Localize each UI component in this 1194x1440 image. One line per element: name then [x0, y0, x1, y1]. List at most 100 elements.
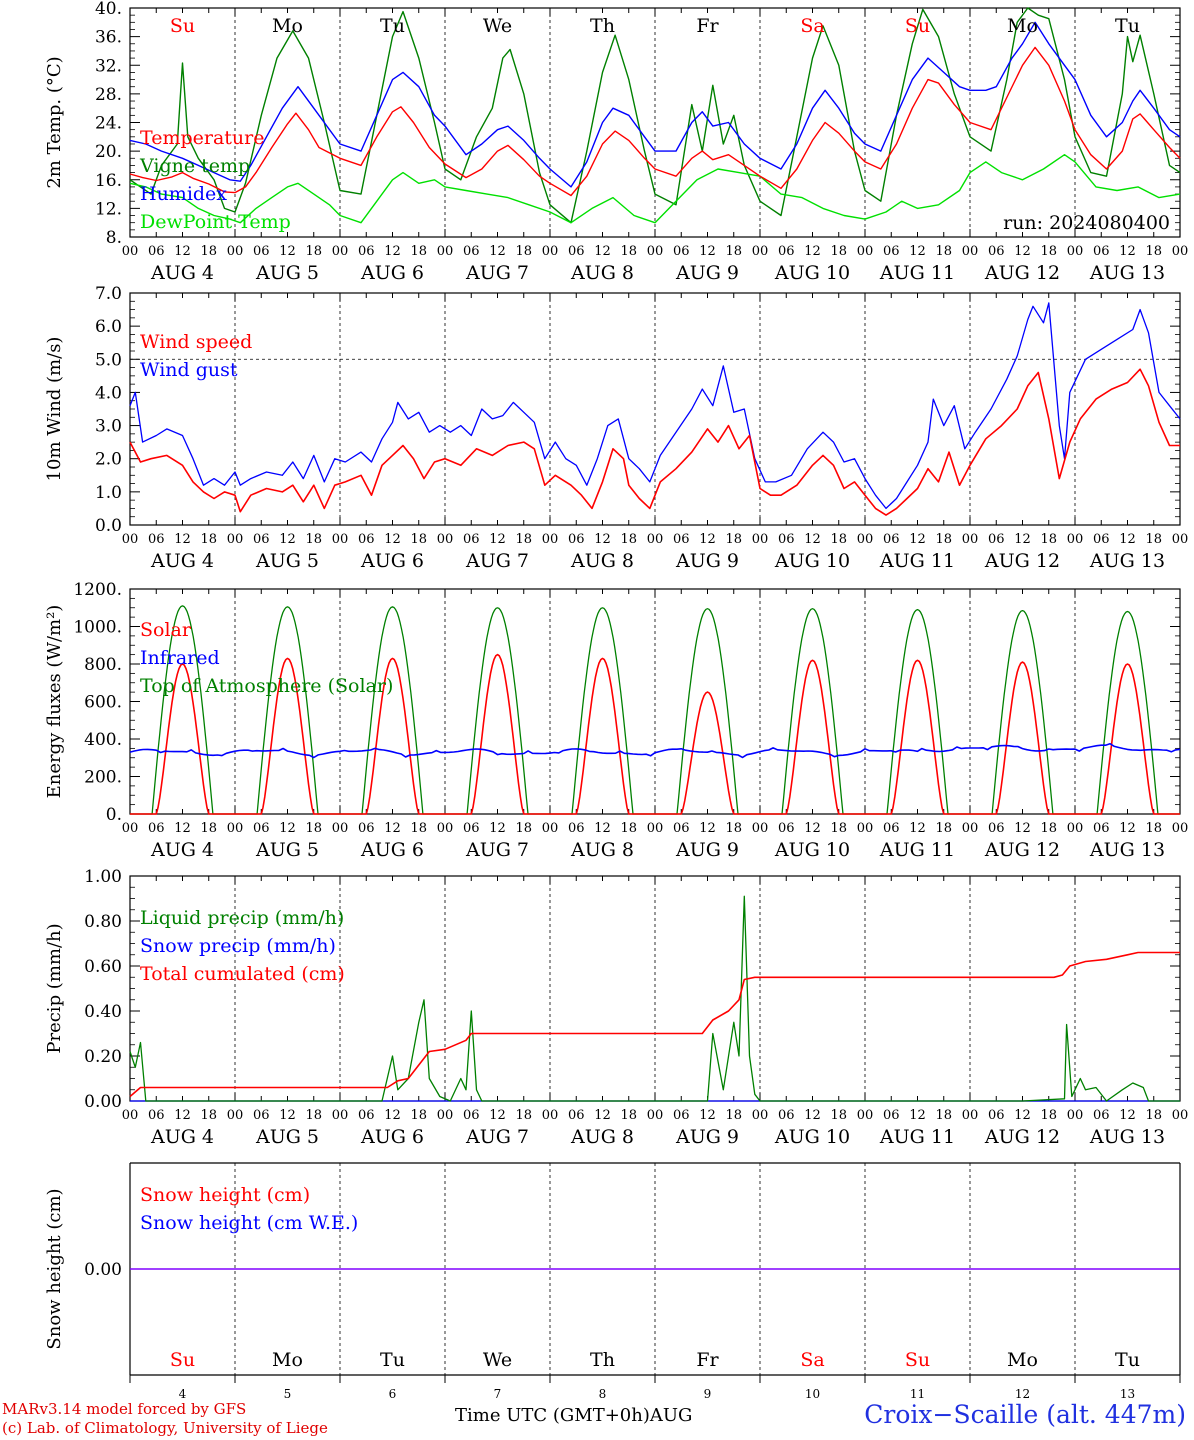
- hour-tick-label: 12: [174, 1108, 191, 1123]
- panel-4-legend-entry: Snow precip (mm/h): [140, 935, 336, 957]
- hour-tick-label: 06: [883, 244, 900, 259]
- date-label: AUG 5: [255, 550, 319, 572]
- temp-series-humidex: [129, 21, 1181, 188]
- hour-tick-label: 06: [358, 532, 375, 547]
- weekday-label: Fr: [696, 15, 719, 37]
- y-tick-label: 1000.: [73, 618, 122, 638]
- hour-tick-label: 18: [515, 532, 532, 547]
- hour-tick-label: 12: [1119, 532, 1136, 547]
- hour-tick-label: 06: [568, 1108, 585, 1123]
- hour-tick-label: 18: [515, 821, 532, 836]
- hour-tick-label: 00: [1067, 244, 1084, 259]
- hour-tick-label: 12: [1014, 821, 1031, 836]
- hour-tick-label: 06: [463, 532, 480, 547]
- date-label: AUG 9: [675, 1126, 739, 1148]
- hour-tick-label: 06: [253, 821, 270, 836]
- weekday-label: Su: [170, 1349, 195, 1371]
- hour-tick-label: 06: [673, 244, 690, 259]
- hour-tick-label: 12: [489, 244, 506, 259]
- energy-series-infrared: [129, 742, 1181, 759]
- hour-tick-label: 18: [935, 244, 952, 259]
- hour-tick-label: 06: [148, 532, 165, 547]
- y-tick-label: 3.0: [95, 417, 122, 437]
- hour-tick-label: 18: [1040, 532, 1057, 547]
- hour-tick-label: 00: [752, 532, 769, 547]
- hour-tick-label: 18: [515, 244, 532, 259]
- y-tick-label: 0.0: [95, 516, 122, 536]
- y-tick-label: 0.00: [84, 1260, 122, 1280]
- hour-tick-label: 18: [1145, 821, 1162, 836]
- y-tick-label: 24.: [95, 114, 122, 134]
- hour-tick-label: 12: [489, 532, 506, 547]
- y-tick-label: 1.0: [95, 483, 122, 503]
- hour-tick-label: 18: [410, 532, 427, 547]
- wind-y-axis-label: 10m Wind (m/s): [44, 337, 65, 482]
- weekday-label: Mo: [1007, 1349, 1038, 1371]
- date-label: AUG 4: [150, 839, 214, 861]
- hour-tick-label: 12: [699, 532, 716, 547]
- date-label: AUG 6: [360, 839, 424, 861]
- y-tick-label: 4.0: [95, 383, 122, 403]
- hour-tick-label: 00: [542, 244, 559, 259]
- day-number-label: 10: [805, 1387, 820, 1401]
- hour-tick-label: 12: [909, 244, 926, 259]
- hour-tick-label: 06: [883, 1108, 900, 1123]
- hour-tick-label: 06: [148, 821, 165, 836]
- y-tick-label: 800.: [84, 655, 122, 675]
- hour-tick-label: 12: [804, 821, 821, 836]
- hour-tick-label: 06: [778, 1108, 795, 1123]
- hour-tick-label: 00: [122, 244, 139, 259]
- hour-tick-label: 18: [725, 244, 742, 259]
- hour-tick-label: 06: [1093, 1108, 1110, 1123]
- date-label: AUG 5: [255, 839, 319, 861]
- hour-tick-label: 00: [1172, 532, 1189, 547]
- day-number-label: 7: [494, 1387, 502, 1401]
- hour-tick-label: 00: [437, 532, 454, 547]
- hour-tick-label: 06: [778, 532, 795, 547]
- hour-tick-label: 12: [384, 532, 401, 547]
- day-number-label: 8: [599, 1387, 607, 1401]
- hour-tick-label: 18: [1040, 1108, 1057, 1123]
- weekday-label: Fr: [696, 1349, 719, 1371]
- date-label: AUG 10: [774, 550, 850, 572]
- weekday-label: We: [483, 1349, 512, 1371]
- hour-tick-label: 00: [857, 532, 874, 547]
- energy-series-solar: [130, 653, 1180, 815]
- date-label: AUG 10: [774, 1126, 850, 1148]
- x-axis-title: Time UTC (GMT+0h)AUG: [455, 1405, 692, 1426]
- y-tick-label: 32.: [95, 56, 122, 76]
- hour-tick-label: 18: [620, 244, 637, 259]
- hour-tick-label: 18: [725, 532, 742, 547]
- date-label: AUG 10: [774, 262, 850, 284]
- hour-tick-label: 18: [1145, 1108, 1162, 1123]
- weekday-label: Tu: [380, 1349, 405, 1371]
- wind-series-gust: [129, 302, 1181, 510]
- hour-tick-label: 00: [332, 821, 349, 836]
- hour-tick-label: 06: [988, 1108, 1005, 1123]
- hour-tick-label: 06: [673, 821, 690, 836]
- hour-tick-label: 12: [279, 244, 296, 259]
- hour-tick-label: 06: [253, 244, 270, 259]
- hour-tick-label: 06: [253, 532, 270, 547]
- date-label: AUG 12: [984, 262, 1060, 284]
- hour-tick-label: 12: [174, 244, 191, 259]
- date-label: AUG 4: [150, 262, 214, 284]
- y-tick-label: 0.60: [84, 957, 122, 977]
- y-tick-label: 20.: [95, 142, 122, 162]
- date-label: AUG 10: [774, 839, 850, 861]
- hour-tick-label: 06: [1093, 821, 1110, 836]
- temp-series-temperature: [129, 46, 1181, 197]
- hour-tick-label: 00: [1067, 821, 1084, 836]
- hour-tick-label: 18: [200, 821, 217, 836]
- hour-tick-label: 00: [1067, 1108, 1084, 1123]
- y-tick-label: 0.: [106, 805, 122, 825]
- snow-y-axis-label: Snow height (cm): [44, 1188, 65, 1349]
- model-credit: MARv3.14 model forced by GFS: [2, 1400, 247, 1418]
- hour-tick-label: 06: [988, 244, 1005, 259]
- hour-tick-label: 18: [515, 1108, 532, 1123]
- hour-tick-label: 06: [883, 532, 900, 547]
- y-tick-label: 200.: [84, 768, 122, 788]
- hour-tick-label: 06: [148, 1108, 165, 1123]
- hour-tick-label: 18: [200, 1108, 217, 1123]
- hour-tick-label: 18: [830, 1108, 847, 1123]
